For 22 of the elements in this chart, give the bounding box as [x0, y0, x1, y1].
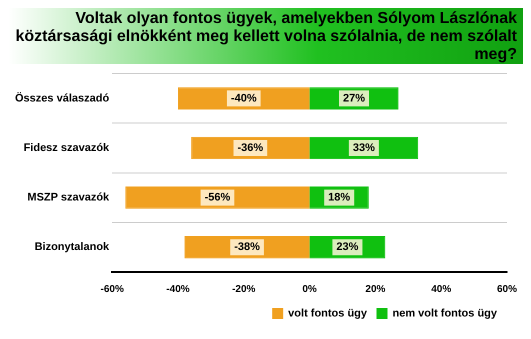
legend-label: volt fontos ügy	[288, 308, 368, 320]
data-label: 23%	[336, 241, 359, 254]
x-tick-label: -40%	[166, 284, 190, 295]
legend-label: nem volt fontos ügy	[392, 308, 498, 320]
data-label: 27%	[342, 92, 366, 104]
x-tick-label: 60%	[496, 284, 518, 295]
x-tick-label: 40%	[431, 284, 452, 295]
data-label: 18%	[328, 192, 350, 204]
data-label: 33%	[352, 142, 376, 154]
data-label: -40%	[230, 92, 257, 104]
data-label: -56%	[204, 192, 231, 204]
y-tick-label: MSZP szavazók	[27, 192, 110, 204]
y-tick-label: Bizonytalanok	[34, 241, 110, 254]
y-tick-label: Összes válaszadó	[14, 91, 110, 104]
y-tick-label: Fidesz szavazók	[24, 142, 110, 154]
data-label: -38%	[234, 241, 260, 254]
x-tick-label: 20%	[365, 284, 386, 295]
x-tick-label: 0%	[302, 284, 317, 295]
chart-title: Voltak olyan fontos ügyek, amelyekben Sólyom Lászlónak köztársasági elnökként meg kellett volna szólalnia, de nem szólalt meg?	[8, 8, 523, 64]
x-tick-label: -60%	[100, 284, 124, 295]
x-tick-label: -20%	[232, 284, 256, 295]
data-label: -36%	[238, 142, 264, 154]
